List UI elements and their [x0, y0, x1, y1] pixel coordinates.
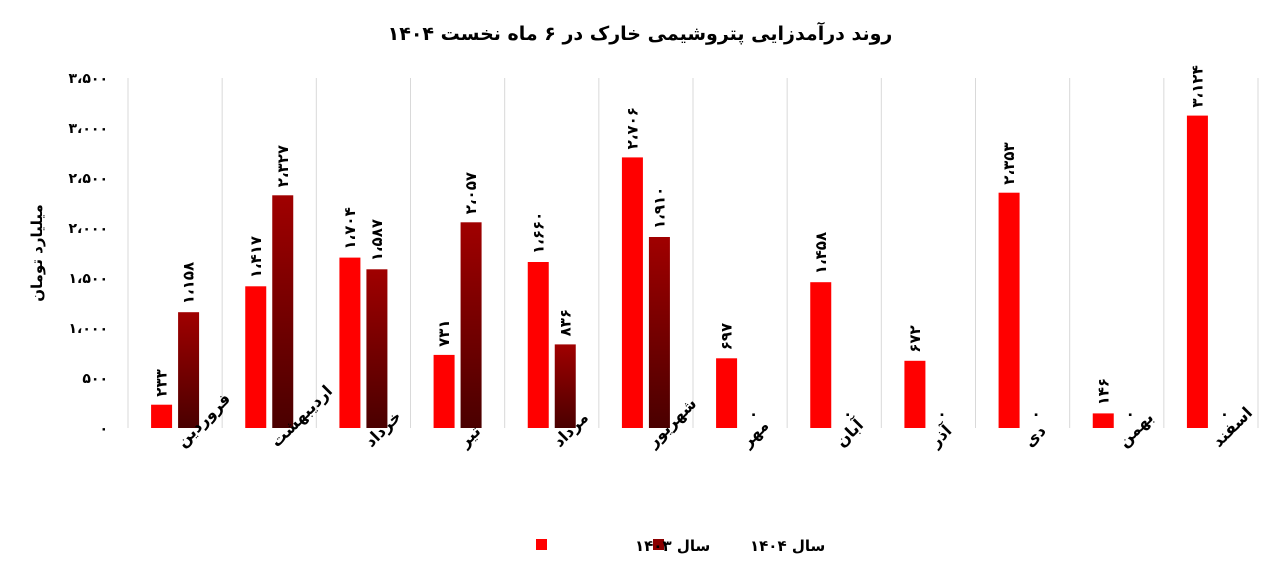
y-tick-label: ۱،۰۰۰ — [69, 321, 109, 337]
data-label-2: ۱،۹۱۰ — [650, 187, 668, 229]
data-label-1: ۳،۱۲۴ — [1188, 65, 1206, 107]
data-label-2: ۰ — [1126, 405, 1135, 423]
legend-swatch — [653, 539, 664, 550]
x-tick-label: اسفند — [1208, 403, 1256, 451]
legend-label: سال ۱۴۰۴ — [750, 537, 825, 555]
chart-title: روند درآمدزایی پتروشیمی خارک در ۶ ماه نخ… — [388, 21, 893, 45]
data-label-2: ۸۳۶ — [556, 309, 574, 336]
bar-1 — [1092, 413, 1114, 428]
legend: سال ۱۴۰۴ سال ۱۴۰۳ — [536, 537, 825, 555]
bar-2 — [272, 195, 294, 428]
bar-1 — [621, 157, 643, 428]
bar-2 — [554, 344, 576, 428]
data-label-1: ۱،۶۶۰ — [529, 212, 547, 254]
data-label-2: ۰ — [1032, 405, 1041, 423]
data-label-2: ۱،۱۵۸ — [180, 262, 198, 304]
data-label-2: ۰ — [1220, 405, 1229, 423]
data-label-2: ۰ — [749, 405, 758, 423]
bar-1 — [904, 360, 926, 428]
y-axis-ticks: ۰ ۵۰۰ ۱،۰۰۰ ۱،۵۰۰ ۲،۰۰۰ ۲،۵۰۰ ۳،۰۰۰ ۳،۵۰۰ — [69, 71, 109, 437]
data-labels: ۲۳۳ ۱،۱۵۸ ۱،۴۱۷ ۲،۳۲۷ ۱،۷۰۴ ۱،۵۸۷ ۷۳۱ ۲،۰۵۷ ۱،۶۶… — [153, 65, 1229, 423]
data-label-1: ۱،۷۰۴ — [341, 207, 359, 249]
bar-1 — [810, 282, 832, 428]
bar-1 — [433, 354, 455, 428]
data-label-1: ۲۳۳ — [153, 369, 171, 396]
data-label-1: ۱،۴۱۷ — [247, 236, 265, 278]
bar-1 — [245, 286, 267, 428]
bar-1 — [998, 192, 1020, 428]
data-label-1: ۷۳۱ — [435, 319, 453, 346]
data-label-2: ۱،۵۸۷ — [368, 219, 386, 261]
data-label-1: ۲،۳۵۳ — [1000, 142, 1018, 184]
data-label-1: ۶۹۷ — [718, 323, 736, 350]
data-label-1: ۱۴۶ — [1094, 378, 1112, 405]
bar-2 — [178, 312, 200, 428]
bar-1 — [527, 262, 549, 428]
x-tick-label: دی — [1020, 421, 1050, 451]
y-tick-label: ۲،۰۰۰ — [69, 221, 109, 237]
y-tick-label: ۳،۵۰۰ — [69, 71, 109, 87]
data-label-1: ۲،۷۰۶ — [623, 107, 641, 149]
bar-2 — [460, 222, 482, 428]
y-tick-label: ۳،۰۰۰ — [69, 121, 109, 137]
x-tick-label: آذر — [924, 420, 955, 451]
bar-1 — [151, 404, 173, 428]
x-tick-label: بهمن — [1114, 408, 1157, 451]
data-label-2: ۰ — [843, 405, 852, 423]
data-label-2: ۲،۰۵۷ — [462, 172, 480, 214]
y-tick-label: ۵۰۰ — [82, 371, 108, 387]
y-tick-label: ۰ — [99, 421, 108, 437]
x-tick-label: آبان — [831, 414, 868, 451]
x-tick-label: مهر — [737, 416, 773, 452]
y-tick-label: ۲،۵۰۰ — [69, 171, 109, 187]
legend-swatch — [536, 539, 547, 550]
bars — [151, 115, 1208, 428]
bar-2 — [648, 237, 670, 428]
data-label-2: ۰ — [937, 405, 946, 423]
y-axis-label: میلیارد تومان — [28, 204, 46, 302]
bar-1 — [716, 358, 738, 428]
bar-2 — [366, 269, 388, 428]
bar-1 — [339, 257, 361, 428]
data-label-2: ۲،۳۲۷ — [274, 145, 292, 187]
data-label-1: ۱،۴۵۸ — [812, 232, 830, 274]
category-separators — [127, 78, 1259, 428]
data-label-1: ۶۷۲ — [906, 325, 924, 352]
y-tick-label: ۱،۵۰۰ — [69, 271, 109, 287]
legend-label: سال ۱۴۰۳ — [635, 537, 710, 555]
bar-1 — [1186, 115, 1208, 428]
